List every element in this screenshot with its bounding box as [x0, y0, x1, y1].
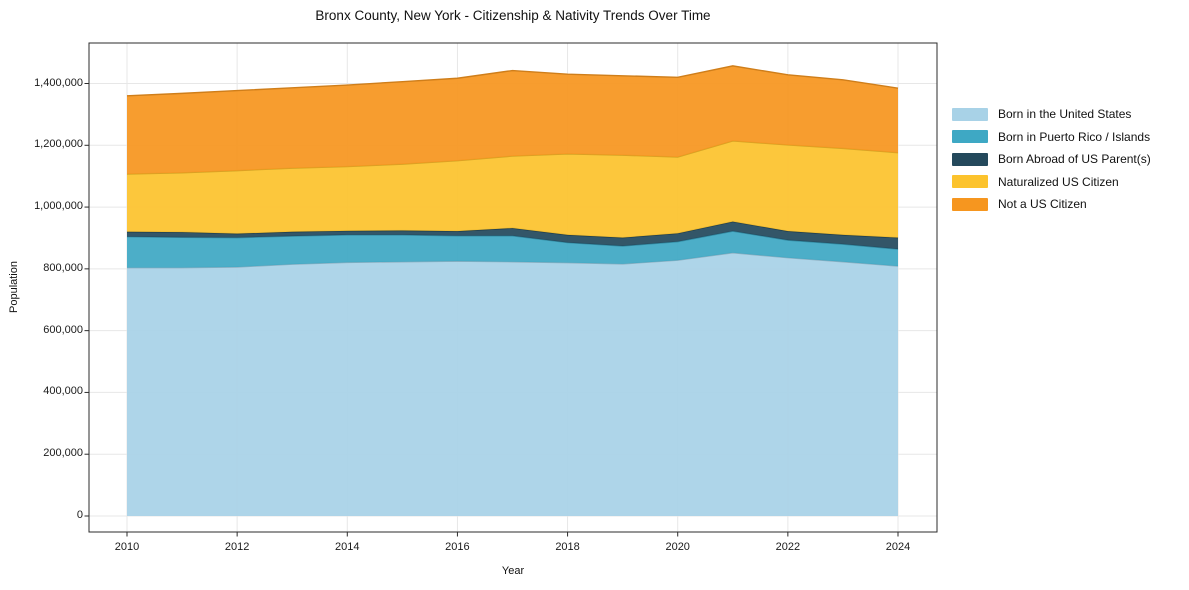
x-tick-label: 2014 — [335, 541, 360, 553]
y-tick-label: 800,000 — [43, 261, 83, 274]
y-tick-label: 1,000,000 — [34, 200, 83, 213]
chart-title: Bronx County, New York - Citizenship & N… — [315, 8, 711, 23]
area-series-3 — [127, 140, 898, 238]
y-tick-label: 400,000 — [43, 385, 83, 398]
y-tick-label: 600,000 — [43, 323, 83, 336]
x-tick-label: 2020 — [665, 541, 690, 553]
legend-label: Born in Puerto Rico / Islands — [998, 129, 1151, 144]
area-series-2 — [127, 221, 898, 250]
legend-item: Not a US Citizen — [952, 197, 1151, 211]
y-tick-label: 200,000 — [43, 447, 83, 460]
legend-swatch — [952, 197, 988, 211]
legend-label: Born in the United States — [998, 107, 1132, 121]
legend-swatch — [952, 152, 988, 166]
legend-swatch — [952, 175, 988, 189]
x-tick-label: 2016 — [445, 541, 470, 553]
legend-label: Not a US Citizen — [998, 197, 1087, 212]
x-tick-label: 2012 — [224, 541, 250, 553]
x-axis-label: Year — [501, 565, 525, 577]
legend: Born in the United States Born in Puerto… — [952, 107, 1151, 211]
legend-swatch — [952, 107, 988, 121]
legend-label: Naturalized US Citizen — [998, 174, 1119, 189]
legend-item: Born Abroad of US Parent(s) — [952, 152, 1151, 166]
x-tick-label: 2010 — [114, 541, 140, 553]
y-tick-label: 1,400,000 — [34, 76, 83, 89]
legend-item: Naturalized US Citizen — [952, 175, 1151, 189]
y-tick-label: 1,200,000 — [34, 138, 83, 151]
x-tick-label: 2022 — [775, 541, 801, 553]
axes-frame — [88, 42, 938, 533]
area-series-4 — [127, 65, 898, 175]
legend-label: Born Abroad of US Parent(s) — [998, 152, 1151, 167]
area-series-0 — [127, 252, 898, 517]
x-tick-label: 2018 — [555, 541, 580, 553]
legend-item: Born in Puerto Rico / Islands — [952, 130, 1151, 144]
y-tick-label: 0 — [76, 509, 83, 521]
legend-item: Born in the United States — [952, 107, 1151, 121]
area-edge-4 — [126, 65, 899, 97]
x-tick-label: 2024 — [885, 541, 911, 553]
area-series-1 — [127, 231, 898, 268]
legend-swatch — [952, 130, 988, 144]
